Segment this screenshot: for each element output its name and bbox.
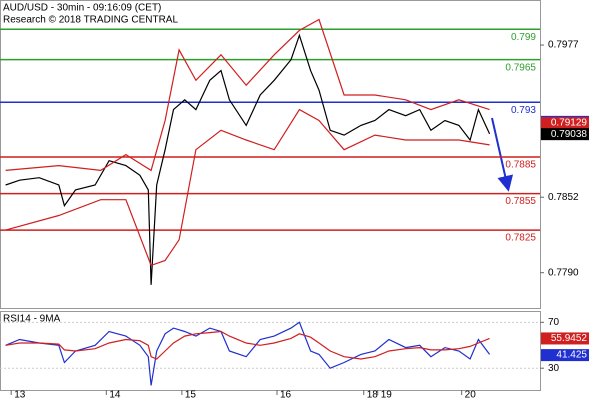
x-tick-label: 18: [367, 390, 379, 400]
price-marker: [541, 117, 589, 130]
price-marker: [541, 332, 589, 345]
price-marker: [541, 349, 589, 362]
series-line: [5, 330, 490, 360]
series-line: [5, 321, 491, 386]
y-tick-label: 70: [548, 317, 560, 328]
level-label: 0.7855: [505, 196, 536, 207]
series-line: [5, 108, 490, 267]
price-marker: [541, 128, 589, 141]
y-tick-label: 0.7852: [548, 192, 579, 203]
price-marker-label: 55.9452: [551, 333, 588, 344]
chart-title: AUD/USD - 30min - 09:16:09 (CET): [3, 3, 161, 14]
price-frame: [0, 0, 541, 309]
y-tick-label: 0.7790: [548, 267, 579, 278]
level-label: 0.7825: [505, 233, 536, 244]
level-label: 0.7965: [505, 62, 536, 73]
x-tick-label: 16: [280, 390, 292, 400]
x-tick-label: 19: [381, 390, 393, 400]
chart-subtitle: Research © 2018 TRADING CENTRAL: [3, 15, 178, 26]
forecast-arrow: [491, 117, 514, 192]
y-tick-label: 30: [548, 363, 560, 374]
price-marker-label: 0.79038: [551, 129, 588, 140]
level-label: 0.799: [511, 32, 536, 43]
rsi-title: RSI14 - 9MA: [3, 314, 61, 325]
x-tick-label: 13: [14, 390, 26, 400]
series-line: [5, 33, 491, 285]
price-marker-label: 0.79129: [551, 118, 588, 129]
x-tick-label: 15: [185, 390, 197, 400]
series-line: [5, 18, 490, 172]
price-marker-label: 41.425: [556, 350, 587, 361]
x-tick-label: 20: [465, 390, 477, 400]
y-tick-label: 0.7977: [548, 40, 579, 51]
rsi-frame: [0, 311, 541, 391]
x-tick-label: 14: [109, 390, 121, 400]
level-label: 0.7885: [505, 160, 536, 171]
level-label: 0.793: [511, 105, 536, 116]
